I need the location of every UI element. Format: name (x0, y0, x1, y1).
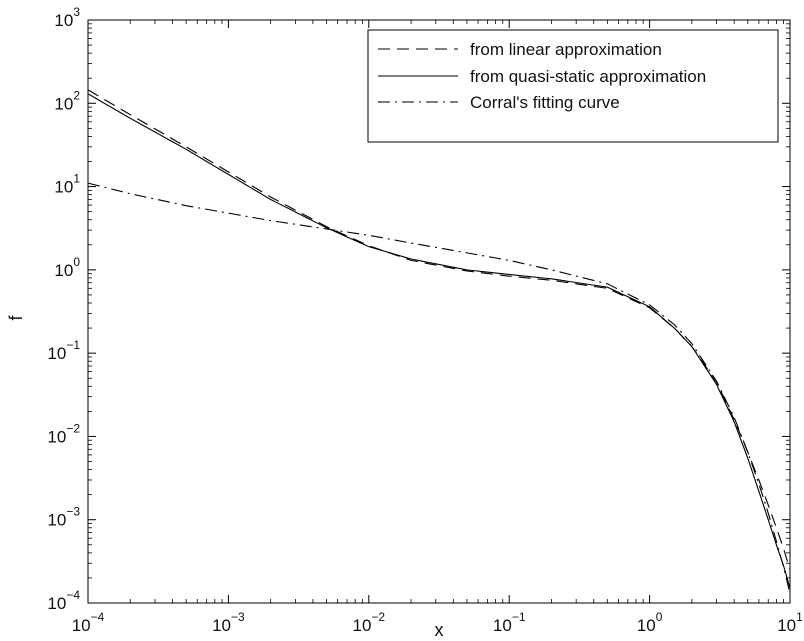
y-tick-base: 10 (54, 11, 73, 30)
y-axis-label: f (6, 315, 26, 321)
legend-label-quasi-static: from quasi-static approximation (470, 67, 706, 86)
y-tick-base: 10 (47, 511, 66, 530)
x-tick-base: 10 (352, 616, 371, 635)
y-tick-base: 10 (54, 94, 73, 113)
y-tick-label: 102 (54, 88, 80, 113)
y-tick-label: 101 (54, 172, 80, 197)
x-tick-exponent: −4 (91, 610, 105, 624)
x-tick-exponent: 1 (796, 610, 803, 624)
series-line-0 (87, 89, 791, 571)
y-tick-base: 10 (54, 261, 73, 280)
x-axis-label: x (435, 620, 444, 640)
y-tick-label: 10−4 (47, 588, 80, 613)
y-tick-exponent: −4 (66, 588, 80, 602)
y-tick-exponent: 0 (73, 255, 80, 269)
x-tick-label: 10−3 (212, 610, 245, 635)
x-tick-label: 10−2 (352, 610, 385, 635)
x-tick-base: 10 (493, 616, 512, 635)
y-tick-exponent: 3 (73, 5, 80, 19)
y-tick-label: 10−2 (47, 421, 80, 446)
x-tick-label: 10−1 (493, 610, 526, 635)
y-tick-base: 10 (54, 178, 73, 197)
ticks: 10−4 10−3 10−2 10−1 100 10110−410−310−210−110… (47, 5, 803, 635)
x-tick-label: 101 (777, 610, 803, 635)
series-line-2 (87, 182, 791, 594)
series-layer (87, 89, 791, 594)
y-tick-exponent: −2 (66, 421, 80, 435)
y-tick-label: 100 (54, 255, 80, 280)
y-tick-label: 10−1 (47, 338, 80, 363)
x-tick-base: 10 (212, 616, 231, 635)
y-tick-exponent: −3 (66, 505, 80, 519)
x-tick-base: 10 (72, 616, 91, 635)
x-tick-base: 10 (637, 616, 656, 635)
x-tick-exponent: −2 (371, 610, 385, 624)
y-tick-base: 10 (47, 427, 66, 446)
series-line-1 (87, 93, 791, 589)
legend: from linear approximation from quasi-sta… (367, 29, 779, 143)
y-tick-label: 103 (54, 5, 80, 30)
legend-label-corral: Corral's fitting curve (470, 93, 620, 112)
y-tick-exponent: 2 (73, 88, 80, 102)
legend-label-linear: from linear approximation (470, 40, 662, 59)
y-tick-exponent: −1 (66, 338, 80, 352)
x-tick-base: 10 (777, 616, 796, 635)
x-tick-label: 100 (637, 610, 663, 635)
y-tick-label: 10−3 (47, 505, 80, 530)
y-tick-exponent: 1 (73, 172, 80, 186)
y-tick-base: 10 (47, 344, 66, 363)
x-tick-exponent: 0 (656, 610, 663, 624)
x-tick-label: 10−4 (72, 610, 105, 635)
y-tick-base: 10 (47, 594, 66, 613)
x-tick-exponent: −1 (512, 610, 526, 624)
x-tick-exponent: −3 (231, 610, 245, 624)
